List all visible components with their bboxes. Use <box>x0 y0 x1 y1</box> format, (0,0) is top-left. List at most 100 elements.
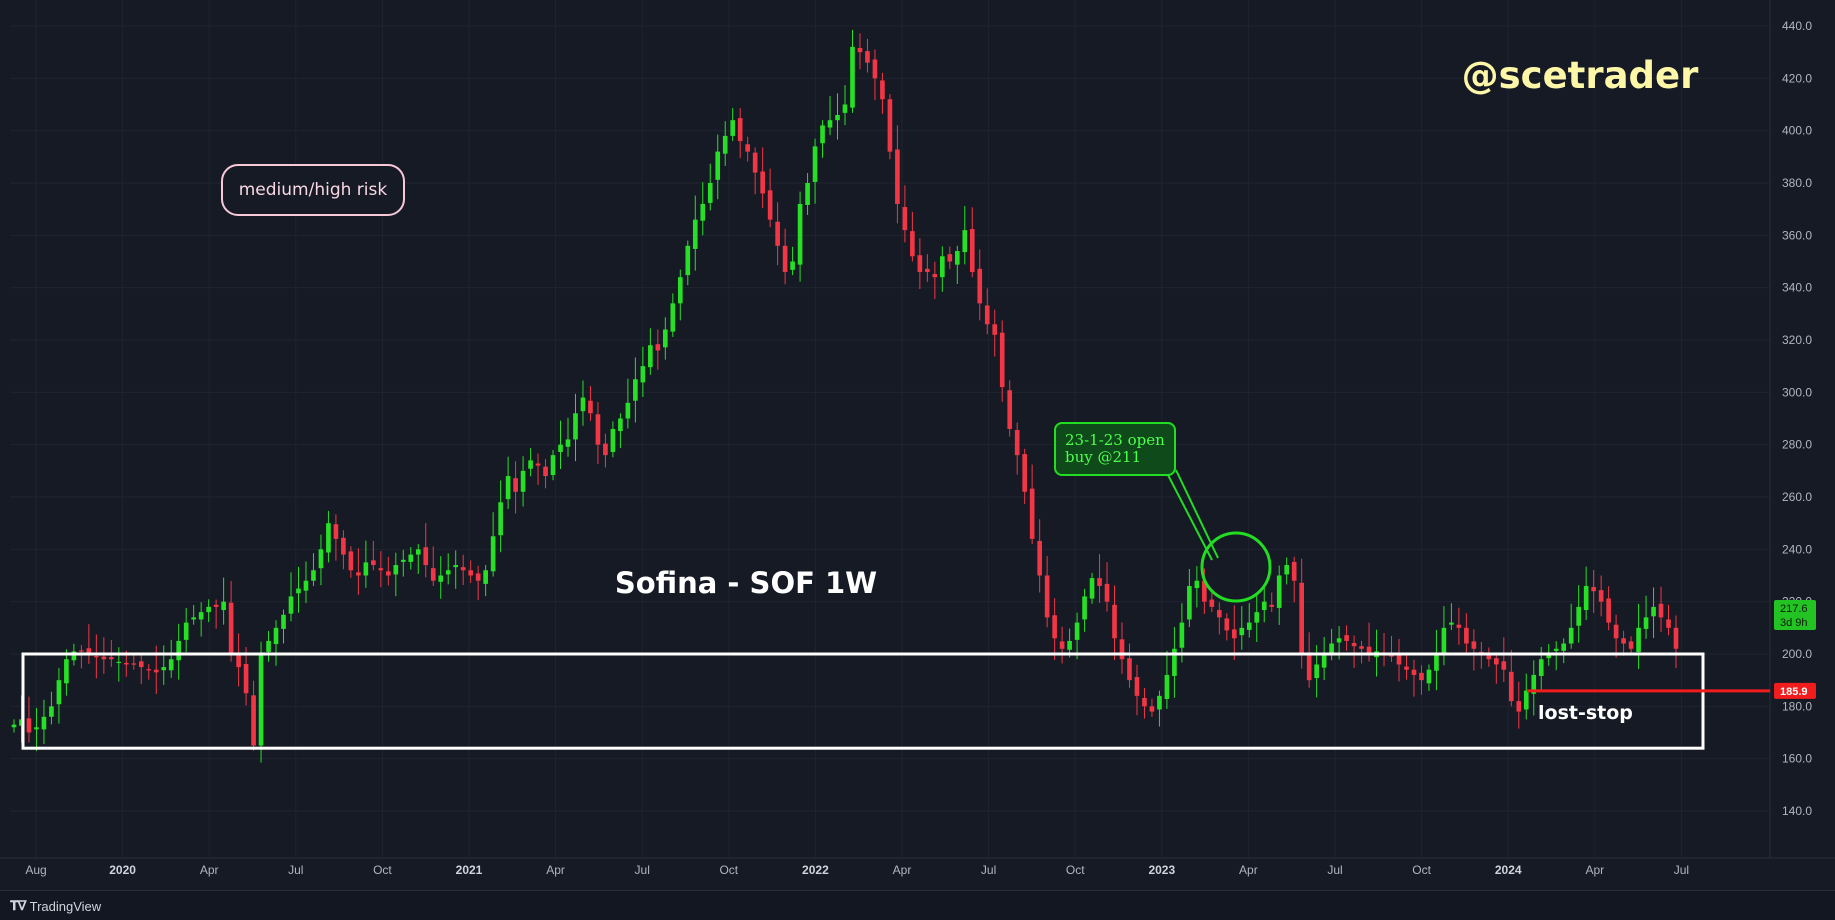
candle-down <box>887 99 893 152</box>
candle-down <box>1119 639 1125 660</box>
candle-up <box>677 277 683 304</box>
candle-down <box>79 650 84 652</box>
price-axis[interactable]: 440.0 420.0 400.0 380.0 360.0 340.0 320.0 300.0… <box>1769 0 1812 858</box>
y-tick-label: 300.0 <box>1782 385 1812 399</box>
candle-down <box>902 207 908 231</box>
candle-up <box>1194 580 1200 589</box>
candle-up <box>71 651 77 661</box>
candle-down <box>423 547 429 566</box>
candle-up <box>326 523 331 553</box>
candle-up <box>648 345 653 368</box>
candle-up <box>1329 643 1334 656</box>
candle-down <box>348 551 354 571</box>
candle-up <box>288 596 294 614</box>
candle-down <box>1209 599 1215 607</box>
candle-up <box>1187 585 1192 620</box>
candle-up <box>1172 648 1177 676</box>
candle-up <box>1261 601 1267 611</box>
candle-up <box>550 455 556 476</box>
chart-title: Sofina - SOF 1W <box>615 566 877 600</box>
candle-down <box>386 571 391 576</box>
candle-up <box>168 659 174 671</box>
candle-down <box>1344 635 1349 641</box>
candle-down <box>138 661 144 668</box>
candle-down <box>1456 624 1462 628</box>
candle-up <box>805 183 810 205</box>
candle-down <box>1269 604 1275 607</box>
candle-up <box>850 46 855 108</box>
lost-stop-label: lost-stop <box>1538 702 1633 724</box>
candle-up <box>273 627 279 645</box>
candle-down <box>251 695 256 746</box>
candle-down <box>1052 615 1057 639</box>
candle-down <box>782 245 788 272</box>
entry-callout-line1: 23-1-23 open <box>1065 431 1165 449</box>
candle-down <box>1224 618 1230 631</box>
candle-down <box>992 324 998 335</box>
candle-up <box>1336 638 1342 643</box>
y-tick-label: 440.0 <box>1782 19 1812 33</box>
stop-price-tag-label: 185.9 <box>1780 686 1808 698</box>
candle-down <box>752 152 758 173</box>
candle-up <box>1538 659 1544 676</box>
current-price-label: 217.6 <box>1780 603 1808 615</box>
x-tick-label: 2022 <box>802 863 829 877</box>
candle-up <box>1164 674 1170 700</box>
candle-down <box>101 656 107 660</box>
candle-up <box>625 402 631 419</box>
candle-down <box>213 604 219 607</box>
candle-down <box>1516 701 1522 712</box>
candle-down <box>1149 706 1155 712</box>
candle-up <box>438 575 444 582</box>
x-tick-label: Apr <box>546 863 565 877</box>
candle-up <box>1561 643 1567 651</box>
candle-down <box>1112 604 1117 639</box>
candle-up <box>281 614 286 629</box>
candle-down <box>1396 653 1402 665</box>
candle-down <box>977 268 983 304</box>
candle-down <box>1306 654 1312 681</box>
candle-down <box>1411 669 1417 675</box>
tradingview-logo[interactable]: 𝐓∇ TradingView <box>10 898 101 914</box>
candle-up <box>1089 578 1095 599</box>
x-tick-label: Jul <box>1674 863 1689 877</box>
time-axis[interactable]: Aug 2020 Apr Jul Oct 2021 Apr Jul Oct 2022 Apr Jul O… <box>0 857 1835 877</box>
candle-down <box>872 59 878 79</box>
candle-up <box>56 680 62 705</box>
candle-down <box>1486 655 1492 660</box>
candle-down <box>603 443 608 456</box>
x-tick-label: Oct <box>373 863 392 877</box>
candle-up <box>445 570 451 575</box>
price-chart[interactable]: 440.0 420.0 400.0 380.0 360.0 340.0 320.0 300.0… <box>0 0 1835 890</box>
candle-down <box>1359 646 1364 649</box>
candle-down <box>123 662 129 665</box>
candle-down <box>1471 641 1477 649</box>
candle-down <box>1606 598 1611 623</box>
candle-down <box>655 344 661 351</box>
candle-down <box>865 51 870 63</box>
candle-down <box>1231 629 1237 639</box>
current-price-tag <box>1774 599 1816 630</box>
candle-up <box>730 120 736 136</box>
candle-down <box>1217 610 1222 618</box>
entry-pointer-line-1 <box>1167 474 1213 561</box>
candle-up <box>940 256 945 278</box>
candle-down <box>468 570 473 576</box>
candle-down <box>1014 430 1020 456</box>
candle-up <box>1523 690 1529 710</box>
candle-up <box>1067 640 1072 650</box>
candle-up <box>19 719 24 726</box>
y-tick-label: 260.0 <box>1782 490 1812 504</box>
candle-down <box>1351 643 1357 647</box>
candle-down <box>378 568 384 571</box>
candle-down <box>595 414 601 445</box>
candle-down <box>917 255 923 272</box>
candle-up <box>318 549 324 569</box>
x-tick-label: 2021 <box>456 863 483 877</box>
x-tick-label: Oct <box>719 863 738 877</box>
candle-up <box>1553 648 1559 651</box>
candle-up <box>835 114 840 121</box>
entry-circle <box>1200 531 1272 603</box>
candle-up <box>715 151 721 180</box>
candle-up <box>206 606 211 613</box>
